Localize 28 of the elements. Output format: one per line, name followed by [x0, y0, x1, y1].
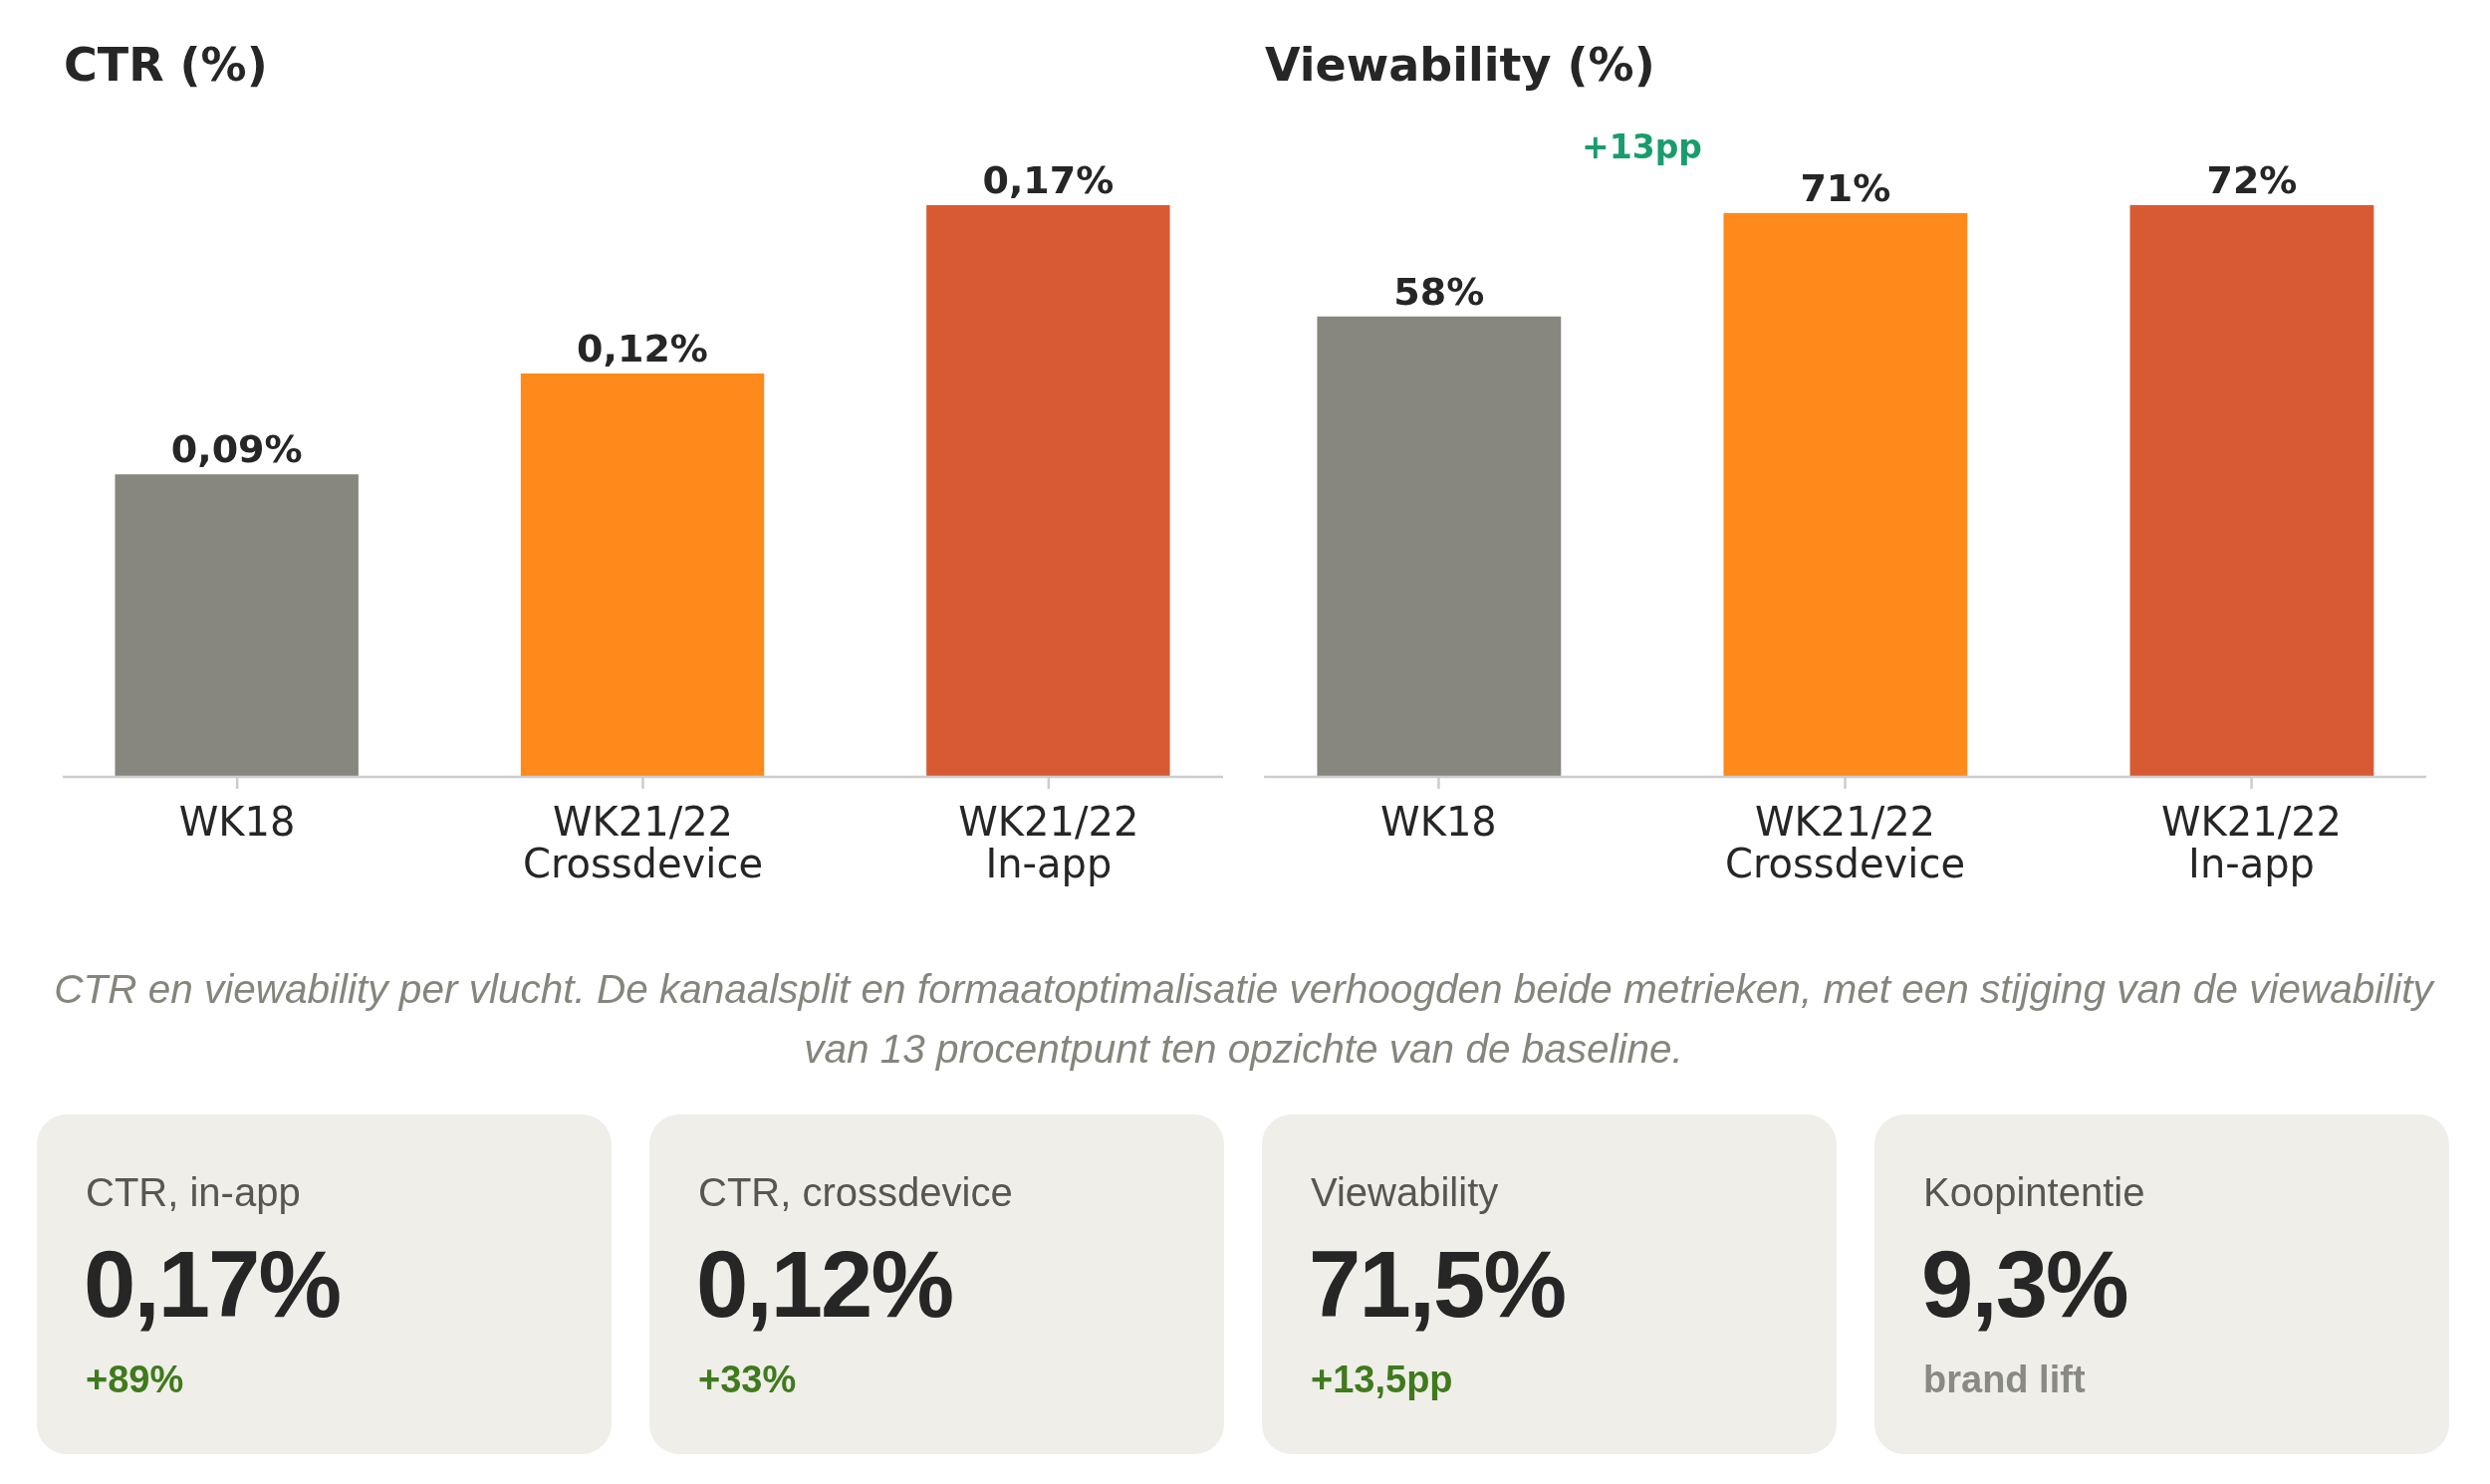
- x-tick-label: WK21/22 In-app: [958, 799, 1139, 886]
- x-tick-label: WK18: [178, 799, 296, 845]
- chart-title: Viewability (%): [1265, 38, 1655, 92]
- text: 0,17%: [84, 1232, 341, 1337]
- text: CTR en viewability per vlucht. De kanaalsplit en formaatoptimalisatie verhoogden beide metrieken, met een stijging van de viewability van 13 procentpunt ten opzichte van de baseline.: [54, 966, 2433, 1072]
- data-label: 0,09%: [170, 427, 303, 472]
- data-label: 58%: [1393, 269, 1485, 314]
- data-label: 71%: [1800, 166, 1891, 211]
- text: 9,3%: [1921, 1232, 2127, 1337]
- x-tick-label: WK21/22 Crossdevice: [1724, 799, 1966, 886]
- text: 71,5%: [1309, 1232, 1566, 1337]
- x-tick-label: WK18: [1380, 799, 1497, 845]
- text: +89%: [86, 1359, 184, 1400]
- text: +13,5pp: [1311, 1359, 1453, 1400]
- category-label: CTR, in-app: [86, 1170, 301, 1214]
- text: 0,12%: [696, 1232, 953, 1337]
- text: +13pp: [1582, 126, 1702, 166]
- chart-title: CTR (%): [64, 38, 268, 92]
- category-label: Viewability: [1311, 1170, 1499, 1214]
- data-label: 0,17%: [982, 158, 1115, 203]
- category-label: CTR, crossdevice: [698, 1170, 1013, 1214]
- x-tick-label: WK21/22 Crossdevice: [522, 799, 764, 886]
- x-tick-label: WK21/22 In-app: [2161, 799, 2343, 886]
- data-label: 0,12%: [577, 326, 708, 371]
- text: brand lift: [1923, 1359, 2086, 1400]
- text: +33%: [698, 1359, 797, 1400]
- category-label: Koopintentie: [1923, 1170, 2145, 1214]
- data-label: 72%: [2206, 158, 2298, 203]
